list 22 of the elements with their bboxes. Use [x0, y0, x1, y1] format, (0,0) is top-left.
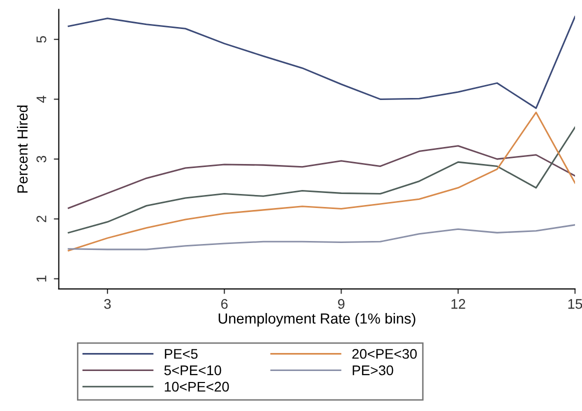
x-tick-label: 3	[104, 299, 111, 309]
line-series	[68, 145, 576, 209]
y-tick-label: 4	[36, 96, 46, 103]
line-series	[68, 112, 576, 252]
y-axis-title: Percent Hired	[16, 106, 28, 193]
legend-label: 20<PE<30	[352, 348, 417, 359]
x-tick-label: 6	[221, 299, 228, 309]
y-tick-label: 5	[36, 36, 46, 43]
line-series	[68, 224, 576, 250]
legend-label: PE<5	[164, 349, 198, 359]
y-tick-label: 1	[36, 276, 46, 282]
x-axis-title: Unemployment Rate (1% bins)	[218, 312, 416, 327]
y-tick-label: 2	[36, 216, 46, 222]
legend-label: PE>30	[352, 365, 394, 376]
x-tick-label: 9	[338, 299, 344, 309]
line-series	[68, 126, 576, 234]
y-tick-label: 3	[36, 156, 46, 162]
line-series	[68, 16, 576, 109]
legend-label: 10<PE<20	[164, 382, 229, 392]
x-tick-label: 15	[568, 299, 582, 309]
legend-label: 5<PE<10	[164, 365, 222, 376]
x-tick-label: 12	[451, 299, 466, 309]
